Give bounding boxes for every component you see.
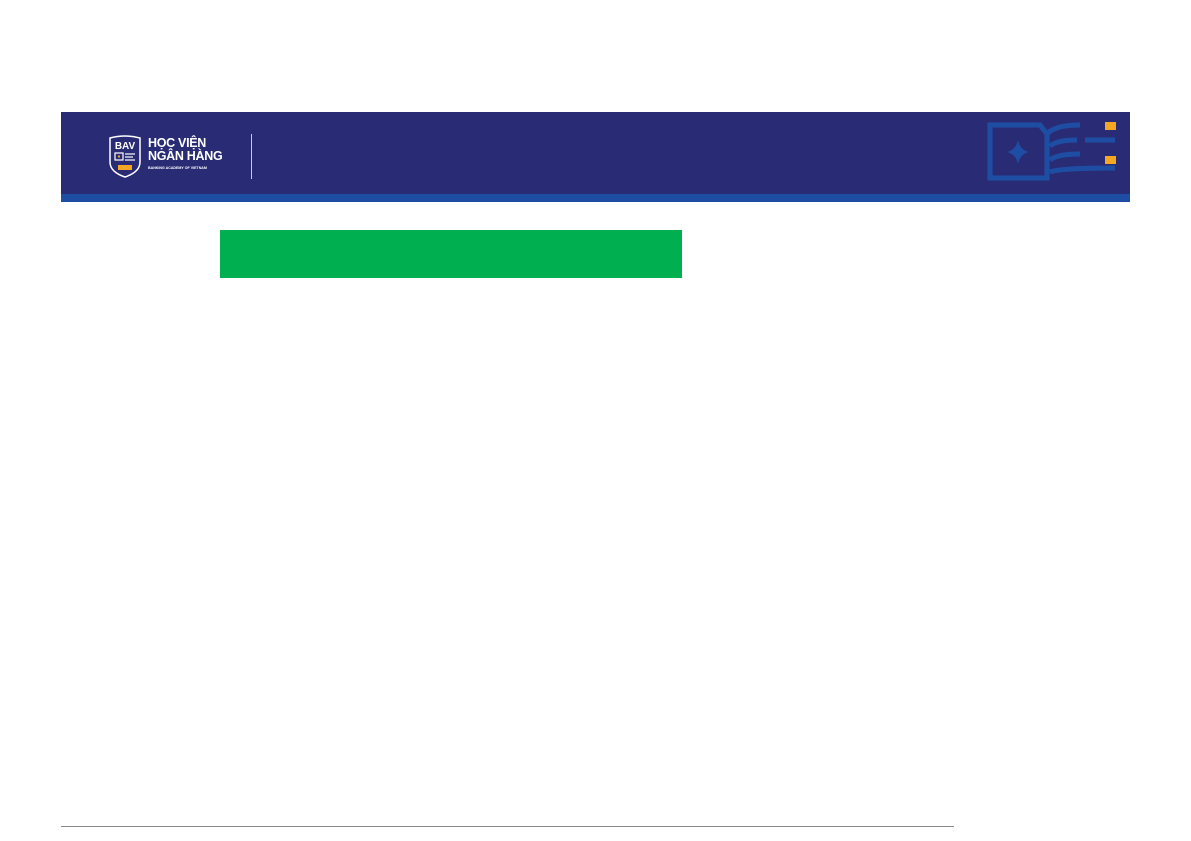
academy-logo: BAV HỌC VIỆN NGÂN HÀNG BANKING ACADEMY O… — [108, 134, 248, 180]
shield-icon: BAV — [109, 135, 141, 178]
svg-text:BAV: BAV — [115, 141, 136, 152]
academy-name-line1: HỌC VIỆN — [148, 136, 207, 150]
section-title-box — [220, 230, 682, 278]
open-book-icon — [987, 122, 1116, 181]
academy-name-line2: NGÂN HÀNG — [148, 149, 223, 163]
footer-divider — [61, 826, 954, 827]
academy-name: HỌC VIỆN NGÂN HÀNG — [148, 136, 223, 163]
header-divider — [251, 134, 252, 179]
header-banner — [61, 112, 1130, 194]
academy-tagline: BANKING ACADEMY OF VIETNAM — [148, 166, 207, 170]
header-strip — [61, 194, 1130, 202]
